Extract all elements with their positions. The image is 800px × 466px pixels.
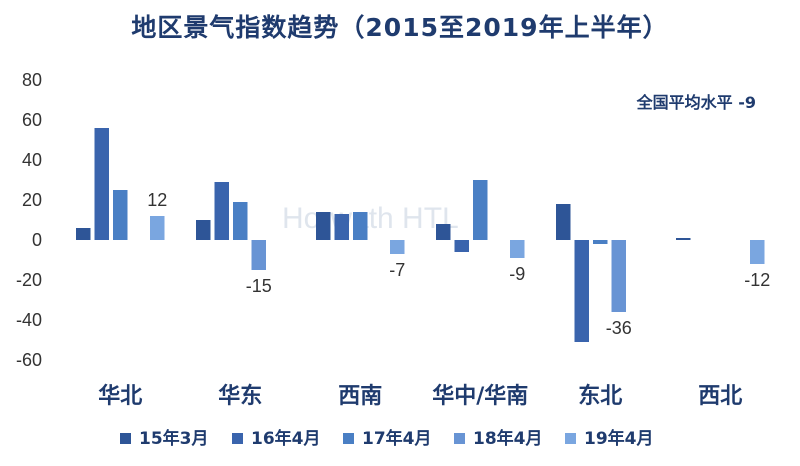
legend-item: 15年3月	[120, 428, 209, 449]
legend-item: 19年4月	[565, 428, 654, 449]
data-label: -36	[606, 318, 632, 338]
bar	[316, 212, 331, 240]
data-label: 12	[147, 190, 167, 210]
legend-item: 16年4月	[232, 428, 321, 449]
annotation-group: 全国平均水平 -9	[636, 93, 756, 112]
watermark: Horwath HTL	[282, 202, 459, 235]
y-tick-label: -20	[16, 270, 42, 290]
bar	[334, 214, 349, 240]
legend-item: 18年4月	[454, 428, 543, 449]
bar	[750, 240, 765, 264]
y-tick-label: 80	[22, 70, 42, 90]
y-tick-label: 60	[22, 110, 42, 130]
legend-label: 17年4月	[362, 428, 432, 449]
y-tick-label: 0	[32, 230, 42, 250]
category-label: 华北	[98, 383, 142, 409]
data-label: -7	[389, 260, 405, 280]
bar	[76, 228, 91, 240]
category-label: 东北	[578, 383, 622, 409]
watermark-text: Horwath HTL	[282, 202, 459, 235]
bar	[454, 240, 469, 252]
bar	[390, 240, 405, 254]
data-label: -15	[246, 276, 272, 296]
bar	[574, 240, 589, 342]
category-label: 华中/华南	[432, 383, 528, 409]
legend-item: 17年4月	[343, 428, 432, 449]
bar	[676, 238, 691, 240]
bar	[233, 202, 248, 240]
data-labels: 12 -15 -7 -9 -36 -12	[147, 190, 770, 338]
y-tick-label: -40	[16, 310, 42, 330]
legend-label: 15年3月	[139, 428, 209, 449]
y-tick-label: -60	[16, 350, 42, 370]
bar	[150, 216, 165, 240]
category-label: 西北	[698, 384, 742, 409]
legend-swatch	[454, 433, 465, 444]
bar	[611, 240, 626, 312]
data-label: -12	[744, 270, 770, 290]
legend-label: 19年4月	[584, 428, 654, 449]
chart-title: 地区景气指数趋势（2015至2019年上半年）	[131, 13, 669, 42]
bar	[353, 212, 368, 240]
y-axis: 80 60 40 20 0 -20 -40 -60	[16, 70, 42, 370]
legend-swatch	[232, 433, 243, 444]
y-tick-label: 20	[22, 190, 42, 210]
data-label: -9	[509, 264, 525, 284]
bar	[556, 204, 571, 240]
bar	[436, 224, 451, 240]
bar	[94, 128, 109, 240]
bar	[251, 240, 266, 270]
bar	[113, 190, 128, 240]
legend-label: 18年4月	[473, 428, 543, 449]
legend-label: 16年4月	[251, 428, 321, 449]
legend-swatch	[565, 433, 576, 444]
bar	[510, 240, 525, 258]
bars	[76, 128, 765, 342]
category-label: 西南	[338, 384, 382, 409]
bar	[214, 182, 229, 240]
bar	[196, 220, 211, 240]
y-tick-label: 40	[22, 150, 42, 170]
annotation: 全国平均水平 -9	[636, 93, 756, 112]
bar	[593, 240, 608, 244]
bar	[473, 180, 488, 240]
legend-swatch	[120, 433, 131, 444]
legend: 15年3月 16年4月 17年4月 18年4月 19年4月	[120, 428, 654, 449]
legend-swatch	[343, 433, 354, 444]
category-label: 华东	[218, 383, 262, 409]
x-axis-categories: 华北 华东 西南 华中/华南 东北 西北	[98, 383, 742, 409]
